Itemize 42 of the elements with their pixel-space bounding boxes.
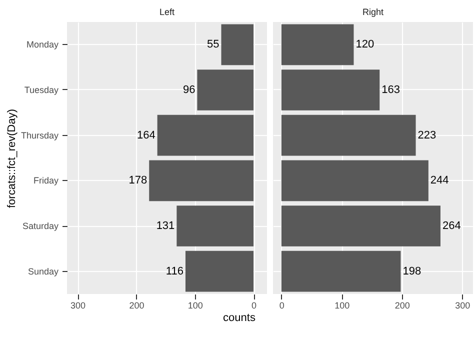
- data-label: 131: [156, 220, 175, 232]
- data-label: 164: [136, 129, 156, 142]
- x-tick-label: 300: [70, 300, 86, 310]
- data-label: 223: [418, 129, 436, 142]
- bar: [197, 70, 254, 110]
- bar: [221, 24, 254, 66]
- y-tick-label: Sunday: [28, 266, 59, 276]
- bar: [281, 70, 380, 110]
- bar: [281, 114, 416, 156]
- x-tick-label: 300: [455, 300, 470, 310]
- y-tick-label: Saturday: [22, 221, 59, 231]
- bar: [149, 160, 254, 202]
- data-label: 96: [182, 84, 196, 96]
- bar: [281, 206, 440, 246]
- data-label: 120: [356, 38, 374, 51]
- x-tick-label: 0: [252, 300, 257, 310]
- data-label: 116: [166, 265, 184, 278]
- data-label: 198: [402, 265, 422, 278]
- x-axis-title: counts: [223, 312, 256, 324]
- x-tick-label: 200: [129, 300, 144, 310]
- y-axis-title: forcats::fct_rev(Day): [6, 108, 18, 208]
- y-tick-label: Tuesday: [24, 85, 59, 95]
- x-tick-label: 100: [334, 300, 350, 310]
- x-tick-label: 100: [188, 300, 203, 310]
- chart-title: Left: [159, 7, 176, 17]
- bar: [281, 160, 428, 202]
- data-label: 163: [382, 84, 400, 96]
- chart-title: Right: [362, 7, 384, 17]
- data-label: 264: [442, 220, 461, 232]
- x-tick-label: 0: [279, 300, 284, 310]
- bar: [281, 250, 401, 292]
- bar: [176, 206, 254, 246]
- bar: [281, 24, 354, 66]
- y-tick-label: Monday: [26, 40, 59, 50]
- bar: [185, 250, 254, 292]
- bar: [157, 114, 254, 156]
- y-tick-label: Friday: [33, 176, 59, 186]
- y-tick-label: Thursday: [20, 130, 59, 140]
- data-label: 244: [430, 174, 449, 187]
- data-label: 55: [207, 38, 220, 51]
- data-label: 178: [128, 174, 148, 187]
- x-tick-label: 200: [394, 300, 410, 310]
